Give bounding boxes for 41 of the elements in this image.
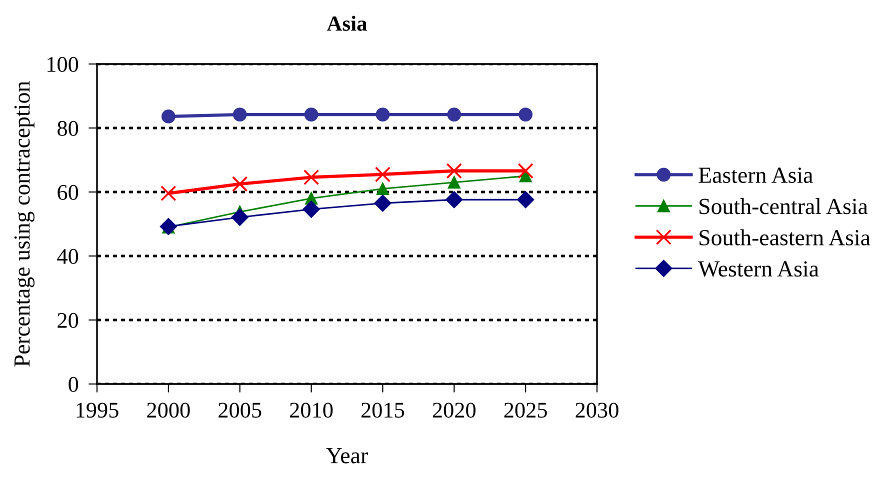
point: [446, 191, 463, 208]
point: [448, 176, 460, 189]
point: [519, 170, 532, 182]
legend-label: South-eastern Asia: [700, 229, 870, 246]
x-tick-label: 2010: [290, 402, 333, 418]
point: [374, 194, 392, 212]
legend-label: South-central Asia: [700, 198, 868, 214]
point: [232, 176, 248, 192]
point: [231, 208, 248, 226]
y-tick-label: 40: [57, 248, 78, 264]
point: [161, 110, 176, 124]
point: [376, 182, 389, 196]
x-tick-label: 2030: [576, 402, 618, 418]
point: [518, 108, 533, 122]
chart-title: Asia: [326, 16, 368, 31]
y-tick-label: 0: [68, 376, 78, 392]
x-tick-label: 2000: [147, 402, 190, 418]
point: [447, 108, 462, 122]
y-tick-label: 60: [58, 184, 78, 200]
x-tick-label: 1995: [76, 402, 118, 418]
point: [232, 108, 247, 122]
y-tick-label: 80: [58, 120, 78, 136]
y-tick-label: 100: [48, 56, 78, 72]
point: [302, 200, 320, 218]
point: [304, 108, 318, 122]
x-tick-label: 2005: [218, 402, 262, 418]
point: [160, 185, 176, 202]
point: [374, 166, 391, 182]
y-tick-label: 20: [58, 312, 78, 328]
x-tick-label: 2015: [361, 402, 404, 418]
legend-label: Eastern Asia: [698, 168, 813, 183]
x-tick-label: 2020: [432, 402, 476, 418]
point: [518, 163, 534, 179]
x-axis-title: Year: [326, 448, 368, 464]
legend-label: Western Asia: [698, 261, 819, 277]
point: [446, 163, 462, 179]
point: [376, 108, 390, 122]
point: [517, 191, 534, 208]
x-tick-label: 2025: [504, 402, 547, 418]
y-axis-title: Percentage using contraception: [14, 81, 34, 367]
point: [303, 169, 320, 186]
